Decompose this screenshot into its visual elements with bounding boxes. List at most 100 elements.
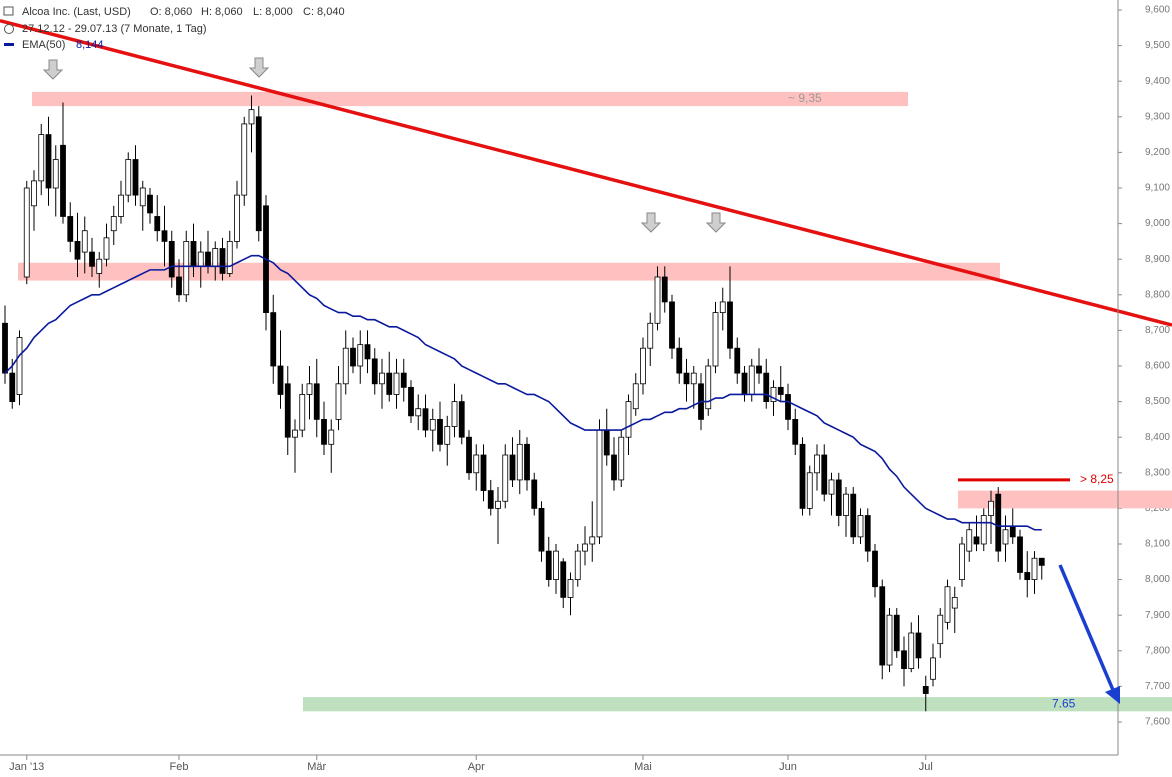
candle-body <box>103 237 110 260</box>
marker-arrow <box>705 212 727 233</box>
x-tick-label: Feb <box>170 761 189 773</box>
marker-arrow <box>42 59 64 80</box>
candle-body <box>596 429 603 538</box>
candle-body <box>190 240 197 267</box>
candle-body <box>843 493 849 516</box>
candle-body <box>393 372 400 395</box>
candle-body <box>756 365 762 374</box>
x-tick-label: Jul <box>919 761 933 773</box>
arrow-head <box>1105 686 1120 704</box>
candle-body <box>480 454 487 491</box>
y-tick-label: 7,900 <box>1145 610 1170 621</box>
candle-body <box>234 194 240 242</box>
candle-body <box>850 493 857 538</box>
y-tick-label: 9,200 <box>1145 147 1170 158</box>
candle-body <box>741 372 748 395</box>
candle-body <box>270 312 277 367</box>
candle-body <box>1031 557 1038 580</box>
candle-body <box>255 116 262 232</box>
candle-body <box>792 418 799 445</box>
y-tick-label: 9,600 <box>1145 5 1170 16</box>
candle-body <box>785 394 791 420</box>
arrow-shaft <box>1058 564 1115 691</box>
candle-body <box>23 187 30 278</box>
legend-label: EMA(50) <box>22 39 65 51</box>
y-tick-label: 9,100 <box>1145 183 1170 194</box>
candle-body <box>734 347 741 374</box>
candle-body <box>777 386 784 395</box>
chart-title: Alcoa Inc. (Last, USD) <box>22 6 131 18</box>
x-tick-label: Jan '13 <box>9 761 44 773</box>
candle-body <box>980 515 987 545</box>
period: 27.12.12 - 29.07.13 (7 Monate, 1 Tag) <box>22 23 206 35</box>
candle-body <box>328 429 335 445</box>
clock-icon <box>4 24 14 34</box>
candle-body <box>821 454 828 495</box>
candle-body <box>669 301 675 349</box>
candle-body <box>770 386 777 402</box>
ema-line <box>4 254 1042 531</box>
candle-body <box>364 344 371 360</box>
candle-body <box>139 187 146 207</box>
candle-body <box>712 312 719 367</box>
candle-body <box>661 276 668 303</box>
candle-body <box>183 240 190 296</box>
candle-body <box>96 258 103 274</box>
candle-body <box>31 180 37 207</box>
candle-body <box>640 347 646 385</box>
candle-body <box>154 216 161 232</box>
y-tick-label: 8,500 <box>1145 396 1170 407</box>
candle-body <box>495 500 501 509</box>
candle-body <box>357 344 364 367</box>
y-tick-label: 8,800 <box>1145 289 1170 300</box>
candle-body <box>306 383 313 395</box>
candle-body <box>45 134 52 189</box>
candle-body <box>299 394 306 431</box>
candle-body <box>560 561 567 598</box>
candle-body <box>321 418 327 445</box>
y-tick-label: 8,600 <box>1145 361 1170 372</box>
legend-swatch <box>4 43 14 46</box>
annotation: ~ 9,35 <box>788 91 822 105</box>
candle-body <box>799 443 806 509</box>
candle-body <box>473 454 480 474</box>
marker-arrow <box>248 57 270 78</box>
candle-body <box>437 418 443 445</box>
candle-body <box>284 383 291 438</box>
candle-body <box>2 322 8 374</box>
y-tick-label: 8,100 <box>1145 539 1170 550</box>
candle-body <box>567 579 574 598</box>
chart-icon <box>3 6 14 16</box>
candle-body <box>219 248 226 274</box>
candle-body <box>9 372 16 402</box>
candle-body <box>719 301 726 314</box>
candle-body <box>371 358 378 385</box>
candle-body <box>451 401 458 427</box>
annotation: 7.65 <box>1052 696 1076 710</box>
candle-body <box>603 429 610 456</box>
candle-body <box>872 550 878 588</box>
candle-body <box>524 443 530 481</box>
candle-body <box>618 436 625 481</box>
x-tick-label: Jun <box>779 761 797 773</box>
quote-open: O: 8,060 <box>150 6 192 18</box>
candle-body <box>1024 572 1031 580</box>
candle-body <box>676 347 683 374</box>
x-tick-label: Apr <box>468 761 485 773</box>
zone <box>32 91 908 107</box>
candle-body <box>654 276 661 324</box>
header: Alcoa Inc. (Last, USD) O: 8,060 H: 8,060… <box>3 6 345 51</box>
candle-body <box>16 337 23 395</box>
y-tick-label: 8,400 <box>1145 432 1170 443</box>
candle-body <box>313 383 320 420</box>
down-arrows <box>42 57 727 233</box>
candle-body <box>574 550 581 580</box>
candle-body <box>241 123 248 196</box>
candle-body <box>864 515 871 552</box>
zone <box>303 697 1172 712</box>
candle-body <box>509 454 516 481</box>
candle-body <box>52 159 59 189</box>
y-tick-label: 8,000 <box>1145 574 1170 585</box>
